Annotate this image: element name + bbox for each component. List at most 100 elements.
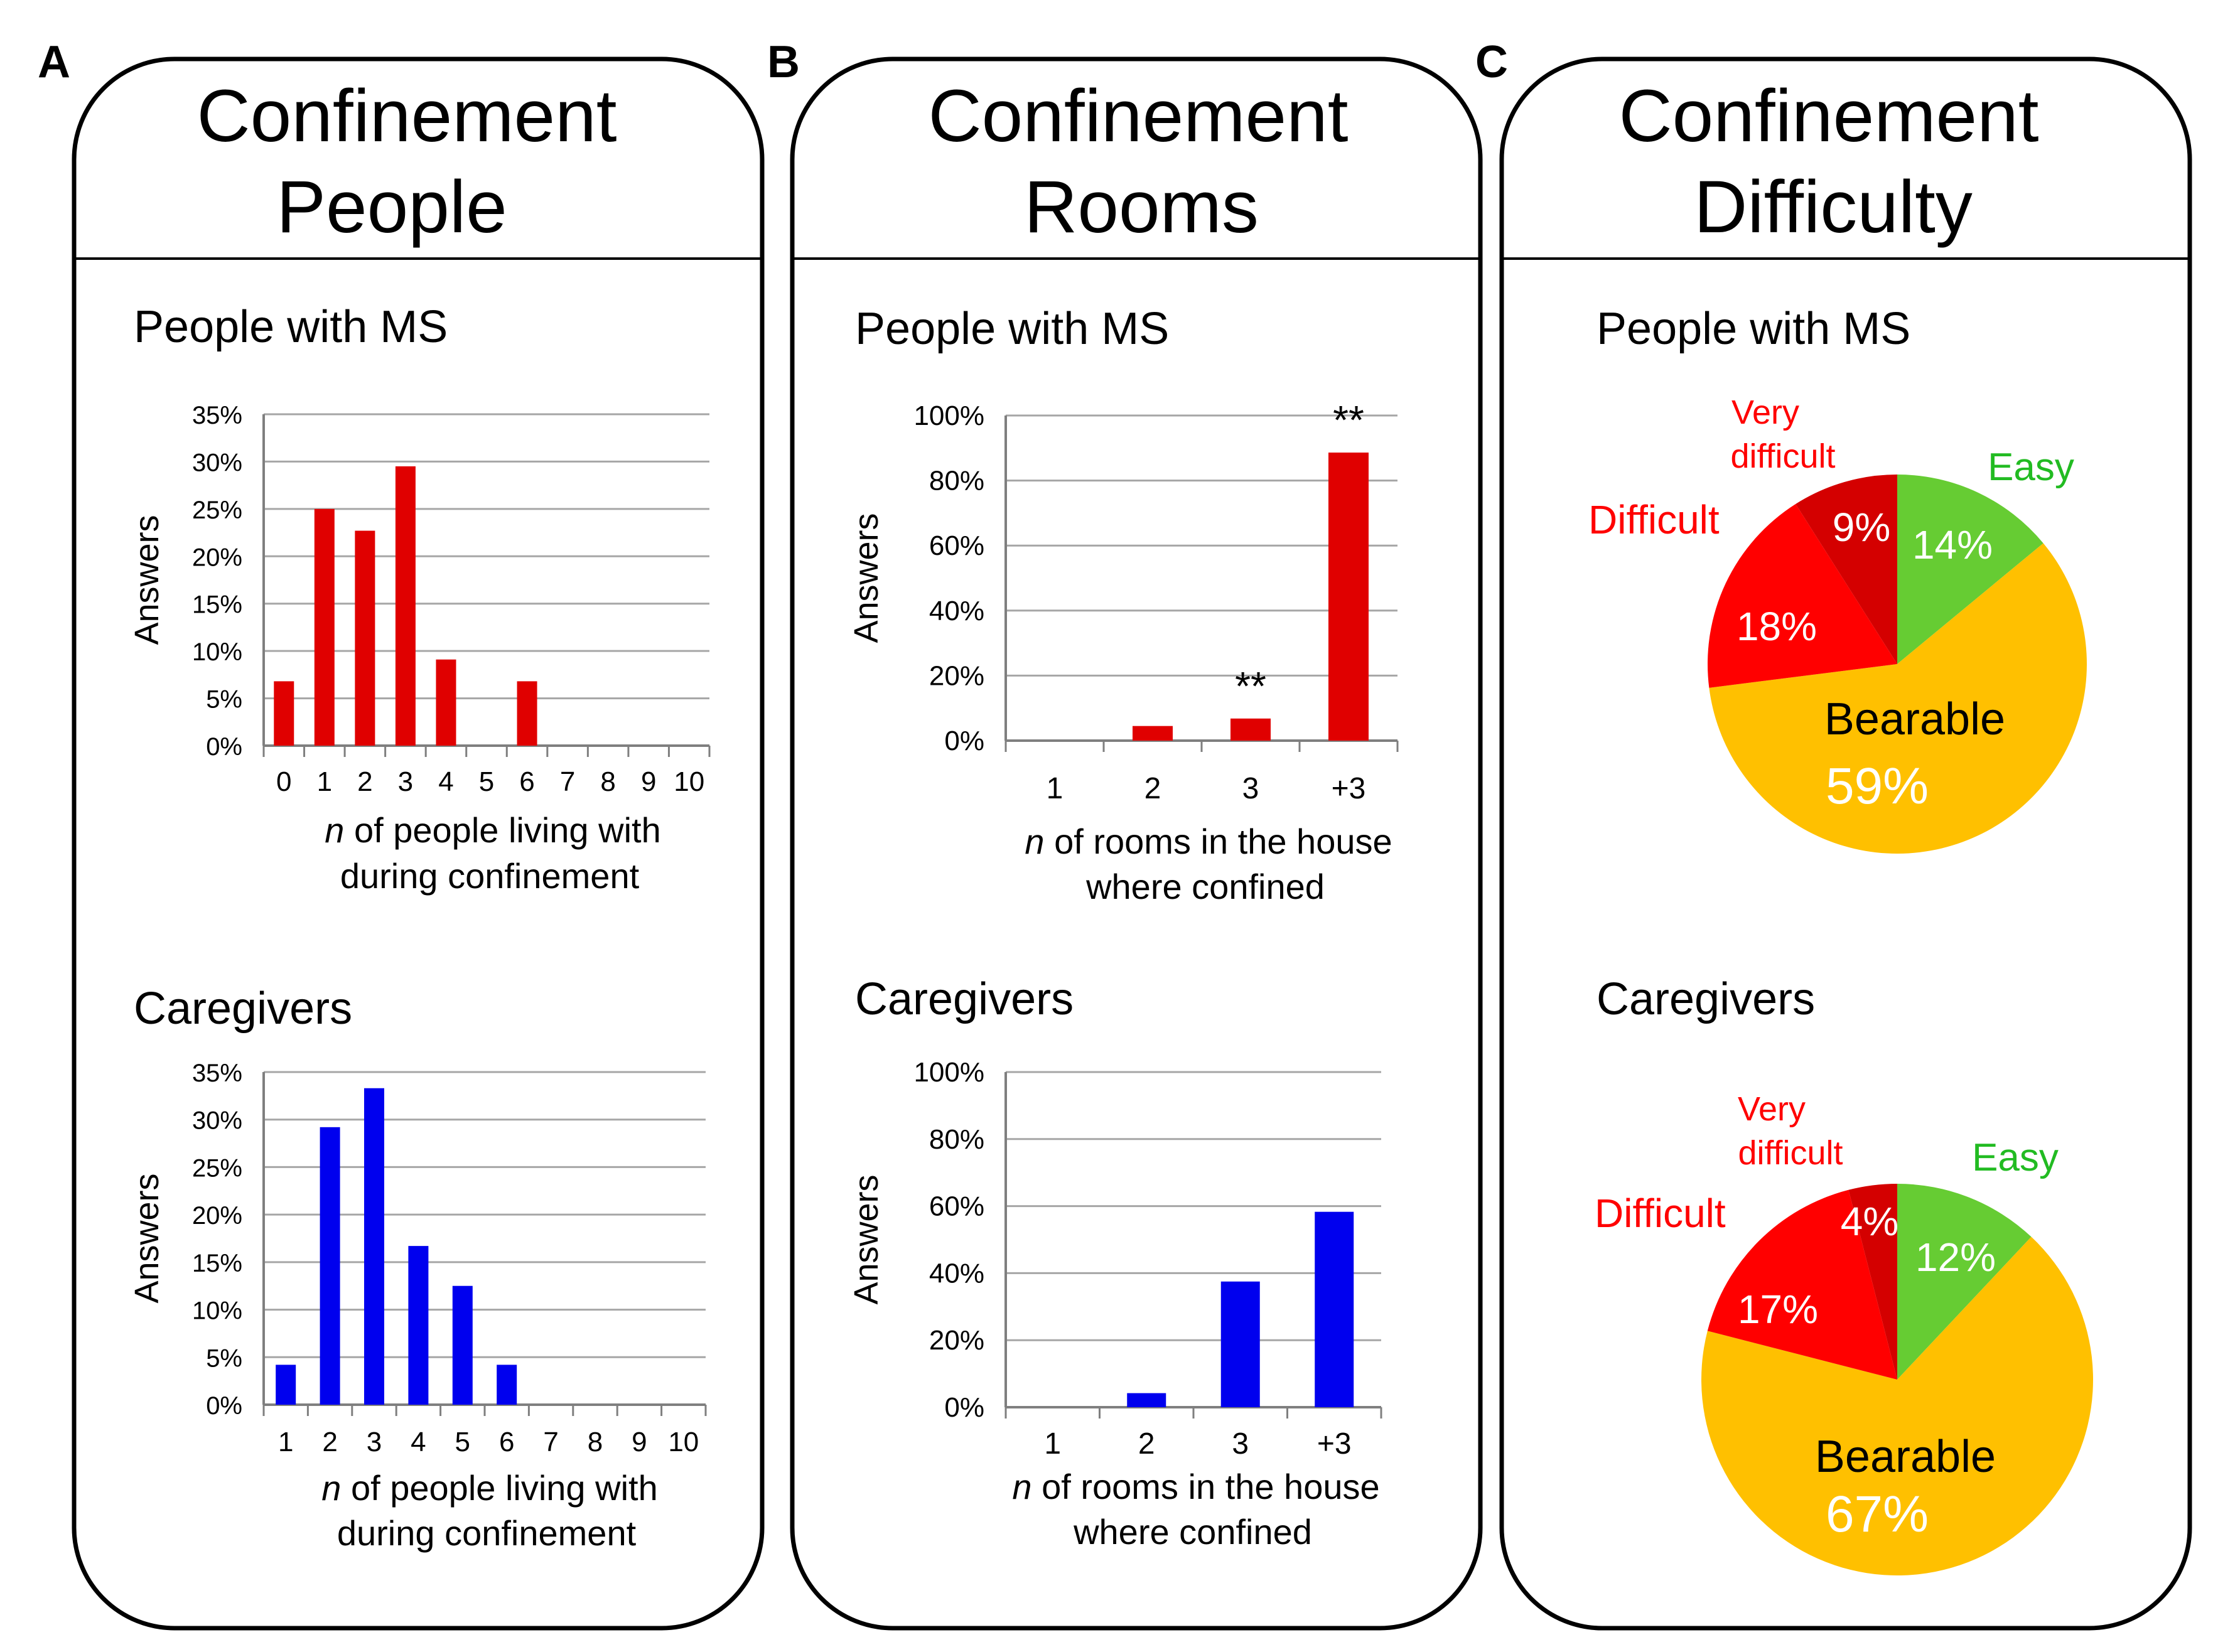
x-tick-label: 1	[317, 766, 332, 797]
x-axis-label: n of people living with	[325, 810, 660, 850]
rooms-ms-title: People with MS	[855, 304, 1169, 354]
x-axis-label: n of rooms in the house	[1012, 1467, 1379, 1506]
x-axis-label-variable: n	[321, 1468, 341, 1508]
y-tick-label: 0%	[206, 733, 242, 761]
panel-b-letter: B	[767, 37, 800, 87]
x-tick-label: 10	[668, 1427, 699, 1457]
pie-category-label-difficult: Difficult	[1588, 497, 1720, 542]
pie-category-label-bearable: Bearable	[1815, 1432, 1996, 1482]
x-tick-label: 4	[411, 1427, 426, 1457]
x-axis-label-text: of rooms in the house	[1032, 1467, 1380, 1506]
significance-annotation: **	[1333, 397, 1364, 442]
difficulty-ms-pie-chart: 14% 59% 18% 9% Bearable Easy Difficult Very diff…	[1588, 394, 2087, 854]
y-tick-label: 15%	[192, 1250, 242, 1277]
bar	[364, 1088, 384, 1405]
pie-slice-label: 59%	[1826, 758, 1929, 815]
x-axis-label-line2: during confinement	[337, 1513, 637, 1553]
y-axis-label: Answers	[128, 515, 166, 645]
y-tick-label: 100%	[913, 1057, 984, 1088]
panel-b-title-line1: Confinement	[928, 75, 1348, 158]
x-axis-label: n of people living with	[321, 1468, 657, 1508]
bar	[436, 659, 456, 746]
bar	[314, 508, 335, 746]
x-axis-label-variable: n	[1012, 1467, 1031, 1506]
bar	[320, 1127, 340, 1405]
x-axis-label-variable: n	[325, 810, 344, 850]
y-tick-label: 20%	[192, 1202, 242, 1230]
y-tick-label: 30%	[192, 449, 242, 476]
x-tick-label: 7	[560, 766, 575, 797]
y-tick-label: 10%	[192, 638, 242, 666]
people-caregivers-title: Caregivers	[134, 984, 352, 1034]
pie-category-label-easy: Easy	[1988, 446, 2074, 489]
x-axis-label-text: of people living with	[341, 1468, 657, 1508]
x-tick-label: +3	[1317, 1427, 1352, 1461]
pie-category-label-very-difficult-line1: Very	[1731, 394, 1799, 431]
x-tick-label: 5	[455, 1427, 470, 1457]
y-tick-label: 40%	[929, 1258, 984, 1289]
pie-slice	[1707, 1189, 1897, 1380]
x-axis-label: n of rooms in the house	[1025, 822, 1392, 861]
panel-a-frame	[72, 56, 765, 1631]
y-tick-label: 20%	[929, 660, 984, 691]
x-tick-label: 3	[1232, 1427, 1249, 1461]
pie-category-label-bearable: Bearable	[1824, 694, 2005, 744]
y-tick-label: 25%	[192, 496, 242, 524]
pie-category-label-very-difficult-line1: Very	[1738, 1090, 1806, 1128]
pie-slice-label: 18%	[1736, 604, 1817, 649]
bar	[452, 1285, 473, 1405]
y-tick-label: 20%	[929, 1325, 984, 1356]
pie-category-label-very-difficult-line2: difficult	[1738, 1134, 1843, 1172]
bar	[517, 681, 537, 746]
x-tick-label: 1	[1044, 1427, 1061, 1461]
bar	[408, 1246, 429, 1405]
rooms-caregivers-bar-chart: 0% 20% 40% 60% 80% 100% 1 2 3 +3 Answers n of rooms…	[848, 1057, 1382, 1552]
pie-slice	[1897, 475, 2043, 664]
y-tick-label: 5%	[206, 1344, 242, 1372]
x-tick-label: 2	[1138, 1427, 1155, 1461]
y-tick-label: 30%	[192, 1107, 242, 1135]
x-tick-label: 10	[674, 766, 704, 797]
pie-category-label-difficult: Difficult	[1595, 1191, 1726, 1236]
pie-slice	[1709, 543, 2087, 854]
significance-annotation: **	[1235, 663, 1266, 709]
panel-c-title-line1: Confinement	[1618, 75, 2038, 158]
rooms-ms-bar-chart: 0% 20% 40% 60% 80% 100% 1 2 3 +3 Answers n of rooms…	[848, 400, 1399, 906]
panel-c-letter: C	[1475, 37, 1508, 87]
people-ms-bar-chart: 0% 5% 10% 15% 20% 25% 30% 35% 0 1 2 3 4 5 6 7 8 9 10 Answer…	[128, 402, 711, 896]
x-tick-label: 1	[278, 1427, 293, 1457]
x-tick-label: 2	[322, 1427, 337, 1457]
x-axis-label-line2: during confinement	[340, 856, 640, 896]
pie-slice	[1701, 1236, 2093, 1575]
x-tick-label: 3	[398, 766, 413, 797]
y-tick-label: 80%	[929, 1124, 984, 1155]
x-tick-label: 4	[438, 766, 453, 797]
y-tick-label: 35%	[192, 402, 242, 429]
y-tick-label: 0%	[206, 1392, 242, 1420]
y-tick-label: 0%	[944, 1392, 984, 1423]
pie-slice-label: 14%	[1912, 522, 1993, 567]
panel-a-title-line1: Confinement	[197, 75, 617, 158]
panel-b: B Confinement Rooms	[767, 37, 1483, 1631]
x-axis-label-text: of people living with	[344, 810, 660, 850]
x-tick-label: 6	[499, 1427, 514, 1457]
rooms-caregivers-title: Caregivers	[855, 974, 1074, 1024]
difficulty-caregivers-pie-chart: 12% 67% 17% 4% Bearable Easy Difficult Very diff…	[1595, 1090, 2093, 1575]
panel-a-letter: A	[38, 37, 70, 87]
panel-b-title-line2: Rooms	[1024, 166, 1259, 249]
pie-slice	[1796, 475, 1897, 664]
people-ms-title: People with MS	[134, 302, 448, 352]
difficulty-ms-title: People with MS	[1596, 304, 1910, 354]
difficulty-caregivers-title: Caregivers	[1596, 974, 1815, 1024]
x-tick-label: 6	[519, 766, 534, 797]
bar	[497, 1365, 517, 1405]
x-axis-label-variable: n	[1025, 822, 1044, 861]
x-tick-label: 2	[357, 766, 372, 797]
x-tick-label: 5	[479, 766, 494, 797]
y-tick-label: 35%	[192, 1059, 242, 1087]
y-tick-label: 5%	[206, 686, 242, 714]
x-tick-label: 1	[1047, 772, 1063, 805]
x-tick-label: 0	[276, 766, 291, 797]
bar	[1220, 1281, 1260, 1407]
